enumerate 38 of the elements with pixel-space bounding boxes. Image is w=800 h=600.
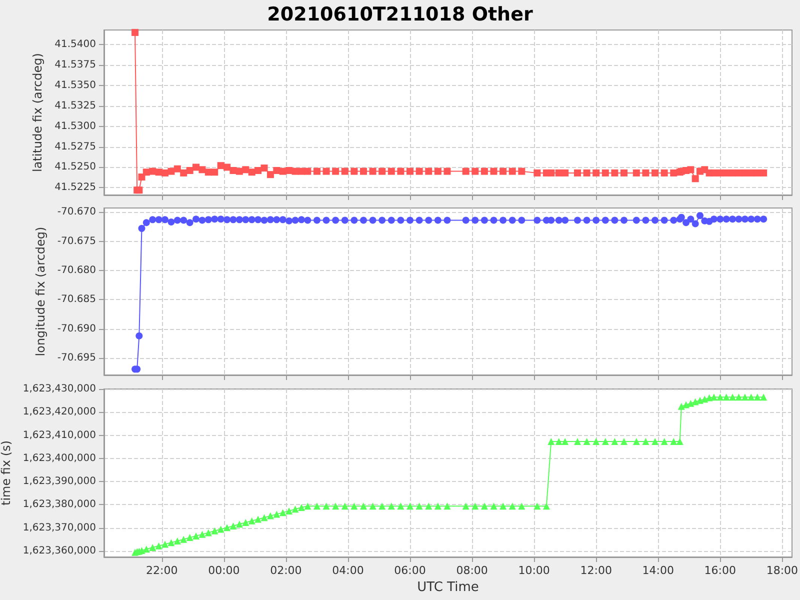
y-tick-label: 41.5300 xyxy=(54,120,96,132)
x-tick-label: 00:00 xyxy=(208,564,240,577)
x-tick-label: 04:00 xyxy=(332,564,364,577)
x-tick-label: 16:00 xyxy=(704,564,736,577)
y-axis-title: time fix (s) xyxy=(0,440,13,506)
y-tick-label: -70.690 xyxy=(57,323,96,334)
y-tick-label: -70.685 xyxy=(57,294,96,306)
y-tick-label: 41.5225 xyxy=(54,182,96,194)
y-tick-label: 1,623,380,000 xyxy=(22,499,96,510)
x-tick-label: 02:00 xyxy=(270,564,302,577)
x-axis-title: UTC Time xyxy=(417,580,479,595)
y-tick-label: 1,623,360,000 xyxy=(22,545,96,556)
y-tick-label: 41.5400 xyxy=(54,39,96,50)
y-tick-label: 1,623,400,000 xyxy=(22,452,96,464)
x-tick-label: 06:00 xyxy=(394,564,426,577)
y-tick-label: 1,623,390,000 xyxy=(22,476,96,488)
y-axis-title: longitude fix (arcdeg) xyxy=(34,226,48,356)
y-tick-label: 1,623,430,000 xyxy=(22,384,96,394)
y-tick-label: 1,623,420,000 xyxy=(22,406,96,418)
y-tick-label: 41.5275 xyxy=(54,141,96,152)
y-tick-label: 41.5350 xyxy=(54,80,96,92)
x-tick-label: 10:00 xyxy=(518,564,550,577)
y-tick-label: -70.680 xyxy=(57,264,96,276)
x-tick-label: 08:00 xyxy=(456,564,488,577)
y-tick-label: 41.5250 xyxy=(54,162,96,173)
x-tick-label: 12:00 xyxy=(580,564,612,577)
y-tick-label: 41.5375 xyxy=(54,60,96,71)
y-tick-label: -70.670 xyxy=(57,206,96,218)
y-tick-label: 1,623,410,000 xyxy=(22,430,96,441)
y-tick-label: -70.675 xyxy=(57,236,96,247)
chart-title: 20210610T211018 Other xyxy=(267,4,534,26)
x-tick-label: 18:00 xyxy=(766,564,798,577)
x-tick-label: 22:00 xyxy=(146,564,178,577)
y-tick-label: -70.695 xyxy=(57,352,96,364)
y-tick-label: 1,623,370,000 xyxy=(22,522,96,534)
y-tick-label: 41.5325 xyxy=(54,100,96,112)
x-tick-label: 14:00 xyxy=(642,564,674,577)
y-axis-title: latitude fix (arcdeg) xyxy=(30,53,45,172)
